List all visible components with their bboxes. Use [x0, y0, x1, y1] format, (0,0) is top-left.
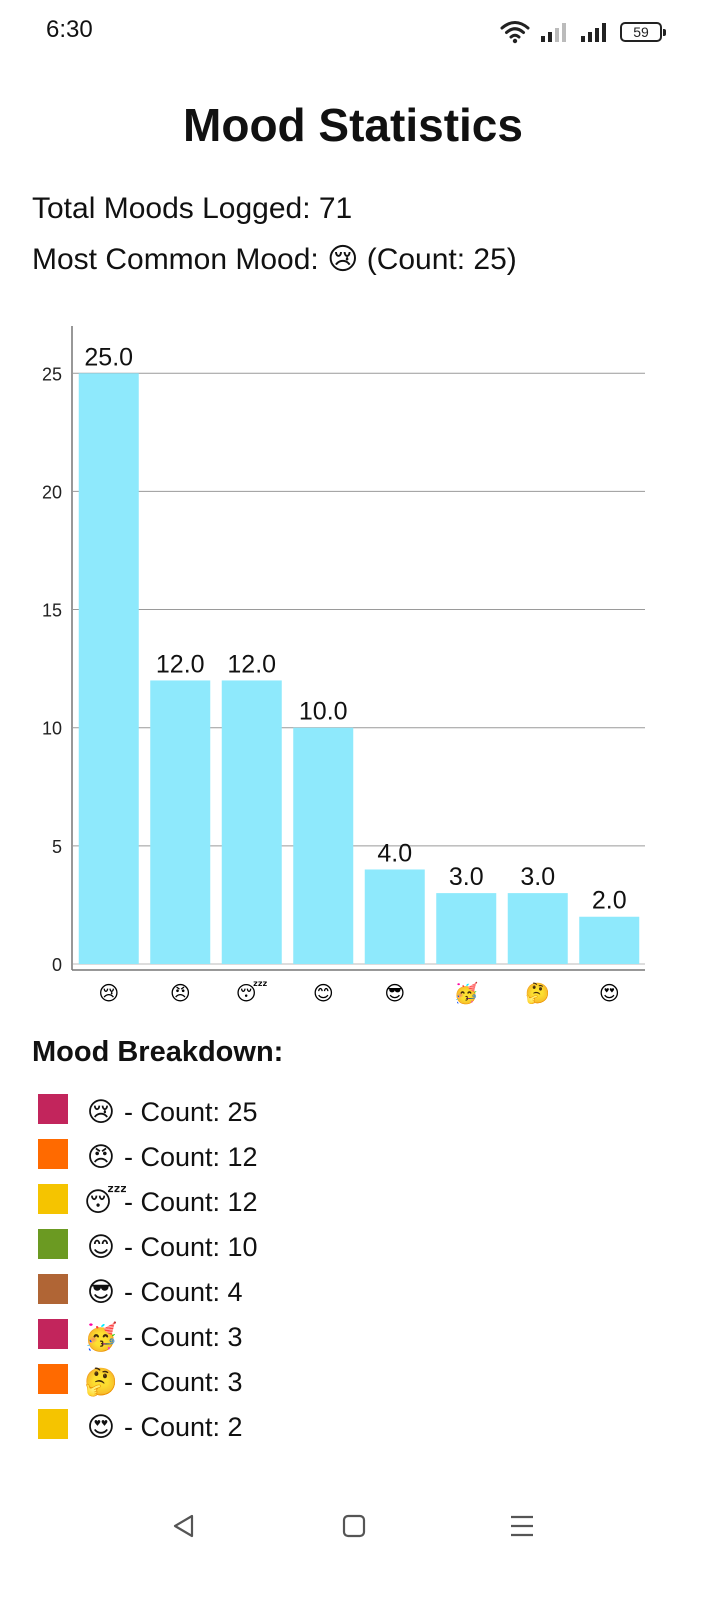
x-tick-label: 😊	[313, 983, 334, 1005]
most-common-count: (Count: 25)	[358, 243, 517, 276]
y-tick-label: 20	[42, 482, 62, 502]
mood-count-text: - Count: 3	[124, 1367, 243, 1397]
x-tick-label: 😢	[98, 983, 119, 1005]
mood-count-text: - Count: 10	[124, 1232, 258, 1262]
list-item: 😠 - Count: 12	[38, 1137, 258, 1182]
bar-value-label: 12.0	[227, 650, 276, 678]
mood-count-text: - Count: 3	[124, 1322, 243, 1352]
color-swatch	[38, 1409, 68, 1439]
status-bar: 6:30 59	[0, 0, 720, 64]
x-tick-label: 🤔	[525, 982, 550, 1005]
bar-value-label: 2.0	[592, 887, 627, 915]
x-tick-label: 😍	[599, 983, 620, 1005]
x-tick-label: 🥳	[454, 981, 479, 1005]
y-tick-label: 0	[52, 955, 62, 975]
bar	[78, 373, 139, 964]
wifi-icon	[500, 20, 530, 44]
y-tick-label: 10	[42, 719, 62, 739]
menu-lines-icon	[509, 1513, 535, 1544]
most-common-label: Most Common Mood:	[32, 243, 328, 276]
x-tick-label: 😴	[236, 981, 268, 1005]
list-item: 🤔 - Count: 3	[38, 1362, 258, 1407]
list-item: 🥳 - Count: 3	[38, 1317, 258, 1362]
color-swatch	[38, 1319, 68, 1349]
back-triangle-icon	[171, 1513, 197, 1544]
list-item: 😴 - Count: 12	[38, 1182, 258, 1227]
mood-emoji: 😊	[86, 1232, 116, 1262]
navigation-bar	[0, 1490, 720, 1560]
bar-value-label: 3.0	[520, 863, 555, 891]
mood-emoji: 😠	[86, 1142, 116, 1172]
color-swatch	[38, 1274, 68, 1304]
home-square-icon	[341, 1513, 367, 1544]
total-moods-text: Total Moods Logged: 71	[32, 192, 353, 225]
back-button[interactable]	[164, 1508, 204, 1548]
y-tick-label: 25	[42, 364, 62, 384]
mood-emoji: 😢	[86, 1097, 116, 1127]
bar	[293, 727, 354, 964]
bar	[507, 893, 568, 964]
mood-emoji: 😍	[86, 1412, 116, 1442]
mood-breakdown-list: 😢 - Count: 25 😠 - Count: 12 😴 - Count: 12 😊 - C…	[38, 1092, 258, 1452]
mood-count-text: - Count: 12	[124, 1187, 258, 1217]
breakdown-title: Mood Breakdown:	[32, 1036, 284, 1068]
status-icons: 59	[500, 18, 666, 46]
signal-strong-icon	[580, 21, 610, 43]
mood-count-text: - Count: 4	[124, 1277, 243, 1307]
battery-icon: 59	[620, 22, 666, 42]
list-item: 😍 - Count: 2	[38, 1407, 258, 1452]
list-item: 😊 - Count: 10	[38, 1227, 258, 1272]
mood-emoji: 😎	[86, 1277, 116, 1307]
color-swatch	[38, 1094, 68, 1124]
bar-value-label: 10.0	[299, 698, 348, 726]
bar-value-label: 25.0	[84, 343, 133, 371]
home-button[interactable]	[334, 1508, 374, 1548]
bar	[364, 869, 425, 964]
recents-button[interactable]	[502, 1508, 542, 1548]
mood-emoji: 🥳	[84, 1322, 118, 1352]
color-swatch	[38, 1139, 68, 1169]
list-item: 😢 - Count: 25	[38, 1092, 258, 1137]
y-tick-label: 15	[42, 601, 62, 621]
bar	[221, 680, 282, 964]
bar-value-label: 4.0	[377, 839, 412, 867]
bar	[579, 916, 640, 964]
page-title: Mood Statistics	[183, 99, 523, 151]
list-item: 😎 - Count: 4	[38, 1272, 258, 1317]
mood-bar-chart: 0 5 10 15 20 25 25.0 😢 12.0 😠 12.0 😴 10.0 😊 4.0 😎 3.0 🥳 3.…	[42, 326, 645, 1005]
most-common-mood-text: Most Common Mood: 😢 (Count: 25)	[32, 242, 517, 277]
color-swatch	[38, 1364, 68, 1394]
most-common-emoji: 😢	[327, 243, 359, 276]
mood-count-text: - Count: 25	[124, 1097, 258, 1127]
color-swatch	[38, 1229, 68, 1259]
bar	[150, 680, 211, 964]
status-time: 6:30	[46, 16, 93, 43]
bar-value-label: 12.0	[156, 650, 205, 678]
bar-value-label: 3.0	[449, 863, 484, 891]
color-swatch	[38, 1184, 68, 1214]
mood-emoji: 🤔	[84, 1367, 118, 1397]
x-tick-label: 😠	[170, 983, 191, 1005]
mood-count-text: - Count: 12	[124, 1142, 258, 1172]
signal-weak-icon	[540, 21, 570, 43]
y-tick-label: 5	[52, 837, 62, 857]
mood-emoji: 😴	[84, 1187, 128, 1217]
mood-count-text: - Count: 2	[124, 1412, 243, 1442]
bar	[436, 893, 497, 964]
x-tick-label: 😎	[384, 983, 405, 1005]
